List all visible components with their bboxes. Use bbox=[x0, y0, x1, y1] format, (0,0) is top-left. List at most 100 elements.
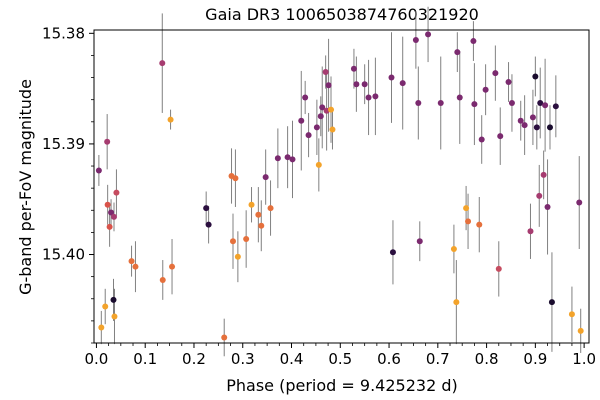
data-point bbox=[568, 311, 575, 318]
data-point bbox=[232, 175, 239, 182]
data-point bbox=[552, 103, 559, 110]
data-point bbox=[106, 223, 113, 230]
data-point bbox=[234, 253, 241, 260]
data-point bbox=[529, 114, 536, 121]
data-point bbox=[258, 222, 265, 229]
data-point bbox=[476, 221, 483, 228]
data-point bbox=[412, 36, 419, 43]
data-point bbox=[169, 263, 176, 270]
data-point bbox=[492, 70, 499, 77]
data-point bbox=[317, 113, 324, 120]
data-point bbox=[482, 86, 489, 93]
data-point bbox=[302, 94, 309, 101]
data-point bbox=[497, 133, 504, 140]
data-point bbox=[470, 38, 477, 45]
y-tick-label: 15.39 bbox=[42, 135, 85, 153]
data-point bbox=[262, 174, 269, 181]
y-axis-title: G-band per-FoV magnitude bbox=[16, 79, 35, 295]
data-point bbox=[313, 124, 320, 131]
data-point bbox=[576, 199, 583, 206]
data-point bbox=[274, 155, 281, 162]
data-point bbox=[478, 136, 485, 143]
data-point bbox=[315, 161, 322, 168]
data-point bbox=[205, 221, 212, 228]
data-point bbox=[298, 117, 305, 124]
data-point bbox=[350, 65, 357, 72]
y-tick-label: 15.38 bbox=[42, 24, 85, 42]
data-point bbox=[111, 313, 118, 320]
data-point bbox=[425, 31, 432, 38]
data-point bbox=[533, 124, 540, 131]
y-tick-label: 15.40 bbox=[42, 246, 85, 264]
x-tick-label: 0.1 bbox=[133, 350, 157, 368]
x-tick-label: 0.7 bbox=[426, 350, 450, 368]
data-point bbox=[110, 296, 117, 303]
data-point bbox=[113, 189, 120, 196]
data-point bbox=[167, 116, 174, 123]
data-point bbox=[325, 82, 332, 89]
data-point bbox=[289, 156, 296, 163]
x-tick-label: 0.8 bbox=[475, 350, 499, 368]
data-point bbox=[110, 213, 117, 220]
data-point bbox=[536, 192, 543, 199]
data-point bbox=[267, 205, 274, 212]
data-point bbox=[495, 265, 502, 272]
data-point bbox=[229, 238, 236, 245]
y-axis: 15.38 15.39 15.40 bbox=[42, 24, 94, 344]
x-tick-label: 0.9 bbox=[523, 350, 547, 368]
data-point bbox=[546, 124, 553, 131]
data-point bbox=[453, 299, 460, 306]
x-axis: 0.0 0.1 0.2 0.3 0.4 0.5 0.6 0.7 0.8 0.9 1.0 bbox=[85, 343, 596, 368]
data-point bbox=[221, 334, 228, 341]
data-point bbox=[255, 211, 262, 218]
data-point bbox=[328, 106, 335, 113]
data-point bbox=[544, 203, 551, 210]
x-axis-title: Phase (period = 9.425232 d) bbox=[226, 376, 457, 395]
data-point bbox=[389, 249, 396, 256]
x-tick-label: 0.4 bbox=[280, 350, 304, 368]
data-point bbox=[450, 245, 457, 252]
data-point bbox=[104, 138, 111, 145]
data-point bbox=[416, 238, 423, 245]
x-tick-label: 0.0 bbox=[85, 350, 109, 368]
data-point bbox=[353, 81, 360, 88]
data-point bbox=[537, 99, 544, 106]
data-point bbox=[454, 49, 461, 56]
data-point bbox=[203, 205, 210, 212]
data-point bbox=[540, 171, 547, 178]
data-point bbox=[243, 236, 250, 243]
data-point bbox=[456, 94, 463, 101]
data-point bbox=[577, 327, 584, 334]
data-point bbox=[322, 69, 329, 76]
x-tick-label: 1.0 bbox=[572, 350, 596, 368]
data-point bbox=[465, 218, 472, 225]
data-point bbox=[305, 132, 312, 139]
data-point bbox=[365, 94, 372, 101]
data-point bbox=[508, 99, 515, 106]
x-tick-label: 0.2 bbox=[182, 350, 206, 368]
data-point bbox=[329, 126, 336, 133]
data-point bbox=[548, 299, 555, 306]
data-point bbox=[159, 276, 166, 283]
data-point bbox=[102, 303, 109, 310]
data-point bbox=[388, 74, 395, 81]
plot-frame bbox=[93, 29, 590, 344]
data-point bbox=[372, 93, 379, 100]
data-point bbox=[361, 81, 368, 88]
data-point bbox=[104, 201, 111, 208]
data-point bbox=[284, 154, 291, 161]
data-point bbox=[132, 263, 139, 270]
data-point bbox=[521, 122, 528, 129]
x-tick-label: 0.5 bbox=[328, 350, 352, 368]
data-point bbox=[415, 99, 422, 106]
x-tick-label: 0.3 bbox=[231, 350, 255, 368]
data-point bbox=[248, 201, 255, 208]
data-point bbox=[437, 99, 444, 106]
chart-title: Gaia DR3 1006503874760321920 bbox=[205, 5, 479, 24]
data-point bbox=[399, 80, 406, 87]
data-point bbox=[542, 102, 549, 109]
data-point bbox=[505, 78, 512, 85]
data-point bbox=[319, 104, 326, 111]
